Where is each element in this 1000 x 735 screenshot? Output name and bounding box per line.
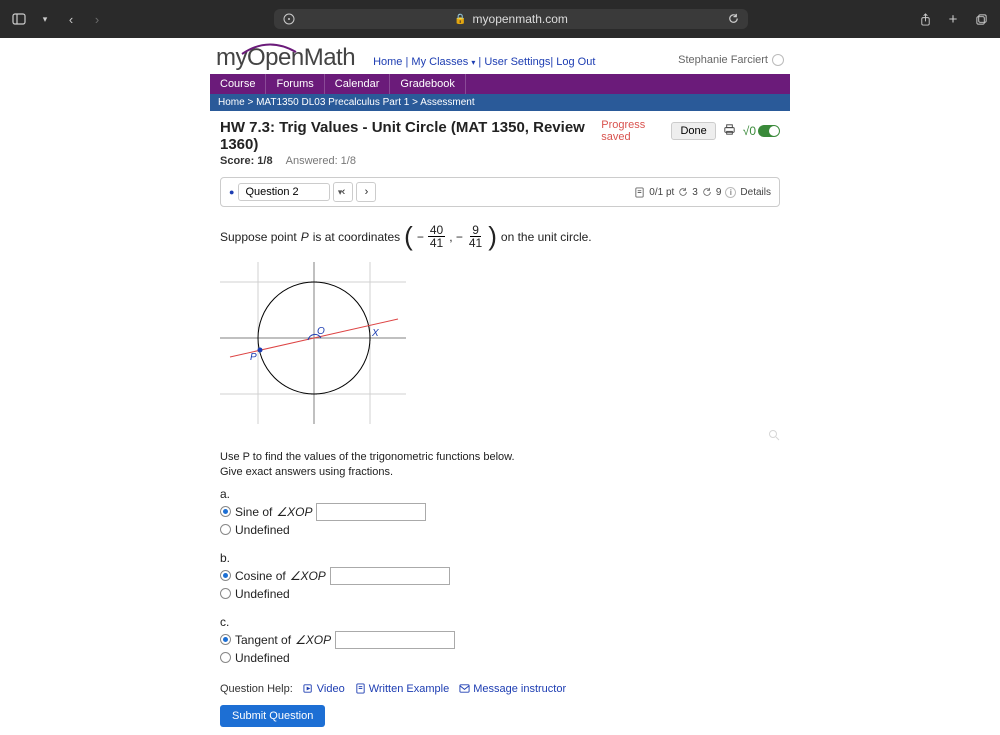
done-button[interactable]: Done xyxy=(671,122,715,140)
nav-classes[interactable]: My Classes xyxy=(411,56,468,68)
page-content: myOpenMath Home | My Classes ▾ | User Se… xyxy=(210,38,790,735)
part-b-label: b. xyxy=(220,551,780,565)
cosine-input[interactable] xyxy=(330,567,450,585)
tangent-value-radio[interactable] xyxy=(220,634,231,645)
tangent-undefined-radio[interactable] xyxy=(220,652,231,663)
question-stats: 0/1 pt 3 9 i Details xyxy=(634,187,771,198)
tangent-input[interactable] xyxy=(335,631,455,649)
help-video[interactable]: Video xyxy=(303,683,345,695)
share-icon[interactable] xyxy=(916,10,934,28)
question-select[interactable]: Question 2 xyxy=(238,183,330,201)
nav-settings[interactable]: User Settings xyxy=(484,56,550,68)
mathquill-toggle[interactable]: √0 xyxy=(743,124,780,138)
forward-icon: › xyxy=(88,10,106,28)
unit-circle-diagram: O X P xyxy=(220,262,780,444)
sine-input[interactable] xyxy=(316,503,426,521)
progress-saved: Progress saved xyxy=(601,119,665,143)
help-message[interactable]: Message instructor xyxy=(459,683,566,695)
address-bar[interactable]: 🔒 myopenmath.com xyxy=(274,9,748,29)
tab-forums[interactable]: Forums xyxy=(266,74,324,94)
svg-text:X: X xyxy=(371,328,379,339)
answered-text: Answered: 1/8 xyxy=(286,155,356,167)
cosine-value-radio[interactable] xyxy=(220,570,231,581)
sidebar-icon[interactable] xyxy=(10,10,28,28)
url-text: myopenmath.com xyxy=(473,12,568,26)
chevron-down-icon[interactable]: ▾ xyxy=(36,10,54,28)
new-tab-icon[interactable]: + xyxy=(944,10,962,28)
svg-text:P: P xyxy=(250,352,257,363)
sine-undefined-radio[interactable] xyxy=(220,524,231,535)
svg-text:O: O xyxy=(317,326,325,337)
breadcrumb: Home > MAT1350 DL03 Precalculus Part 1 >… xyxy=(210,94,790,111)
retry-icon xyxy=(702,187,712,197)
user-menu[interactable]: Stephanie Farciert xyxy=(678,54,790,72)
nav-logout[interactable]: Log Out xyxy=(556,56,595,68)
crumb-course[interactable]: MAT1350 DL03 Precalculus Part 1 xyxy=(256,97,409,108)
part-c-label: c. xyxy=(220,615,780,629)
submit-button[interactable]: Submit Question xyxy=(220,705,325,727)
info-icon[interactable]: i xyxy=(725,187,736,198)
crumb-leaf: Assessment xyxy=(420,97,474,108)
crumb-home[interactable]: Home xyxy=(218,97,245,108)
score-text: Score: 1/8 xyxy=(220,155,273,167)
gear-icon xyxy=(772,54,784,66)
next-question-button[interactable]: › xyxy=(356,182,376,202)
text-size-icon[interactable] xyxy=(282,12,296,29)
browser-chrome: ▾ ‹ › 🔒 myopenmath.com + xyxy=(0,0,1000,38)
site-logo[interactable]: myOpenMath xyxy=(216,44,355,72)
back-icon[interactable]: ‹ xyxy=(62,10,80,28)
tabs-icon[interactable] xyxy=(972,10,990,28)
nav-home[interactable]: Home xyxy=(373,56,402,68)
question-help: Question Help: Video Written Example Mes… xyxy=(220,683,780,695)
top-nav: Home | My Classes ▾ | User Settings| Log… xyxy=(373,56,595,72)
tab-gradebook[interactable]: Gradebook xyxy=(390,74,465,94)
magnify-icon[interactable] xyxy=(768,429,780,441)
clipboard-icon xyxy=(634,187,645,198)
cosine-undefined-radio[interactable] xyxy=(220,588,231,599)
details-link[interactable]: Details xyxy=(740,187,771,198)
page-title: HW 7.3: Trig Values - Unit Circle (MAT 1… xyxy=(220,119,601,153)
help-written[interactable]: Written Example xyxy=(355,683,450,695)
question-text: Suppose point P is at coordinates ( − 40… xyxy=(220,221,780,252)
sine-value-radio[interactable] xyxy=(220,506,231,517)
instructions: Use P to find the values of the trigonom… xyxy=(220,450,780,481)
prev-question-button[interactable]: ‹ xyxy=(333,182,353,202)
part-a-label: a. xyxy=(220,487,780,501)
print-icon[interactable] xyxy=(722,122,737,140)
course-tabs: Course Forums Calendar Gradebook xyxy=(210,74,790,94)
lock-icon: 🔒 xyxy=(454,14,466,25)
reload-icon[interactable] xyxy=(727,12,740,28)
tab-calendar[interactable]: Calendar xyxy=(325,74,391,94)
retry-icon xyxy=(678,187,688,197)
tab-course[interactable]: Course xyxy=(210,74,266,94)
